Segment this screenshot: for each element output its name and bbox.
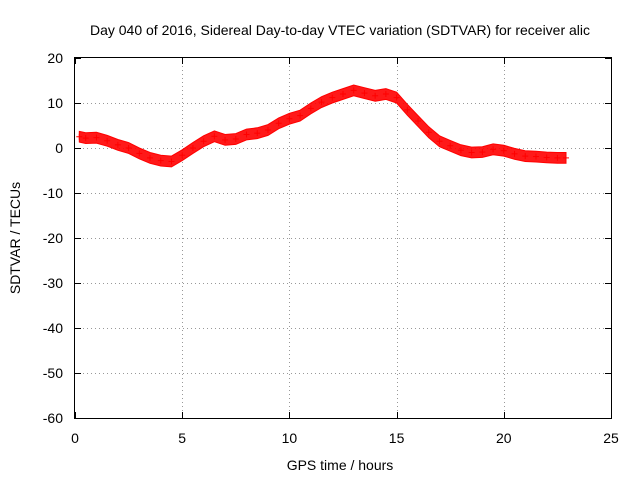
x-tick-label: 15 bbox=[389, 430, 405, 446]
y-axis-label: SDTVAR / TECUs bbox=[7, 182, 23, 294]
y-tick-labels: 20 10 0 -10 -20 -30 -40 -50 -60 bbox=[43, 50, 63, 426]
x-tick-labels: 0 5 10 15 20 25 bbox=[71, 430, 619, 446]
y-tick-label: -10 bbox=[43, 185, 63, 201]
x-tick-label: 0 bbox=[71, 430, 79, 446]
y-tick-label: -60 bbox=[43, 410, 63, 426]
chart-title: Day 040 of 2016, Sidereal Day-to-day VTE… bbox=[90, 22, 590, 38]
y-tick-label: -20 bbox=[43, 230, 63, 246]
grid bbox=[75, 58, 611, 418]
plot-frame bbox=[74, 57, 612, 419]
y-tick-label: -50 bbox=[43, 365, 63, 381]
x-tick-label: 20 bbox=[496, 430, 512, 446]
y-tick-label: 20 bbox=[47, 50, 63, 66]
x-tick-label: 10 bbox=[282, 430, 298, 446]
x-tick-label: 5 bbox=[178, 430, 186, 446]
y-tick-label: 10 bbox=[47, 95, 63, 111]
y-tick-label: -30 bbox=[43, 275, 63, 291]
x-tick-label: 25 bbox=[603, 430, 619, 446]
x-axis-label: GPS time / hours bbox=[287, 457, 394, 473]
series-band bbox=[78, 84, 567, 168]
data-series bbox=[76, 84, 569, 168]
y-tick-label: 0 bbox=[55, 140, 63, 156]
y-tick-label: -40 bbox=[43, 320, 63, 336]
